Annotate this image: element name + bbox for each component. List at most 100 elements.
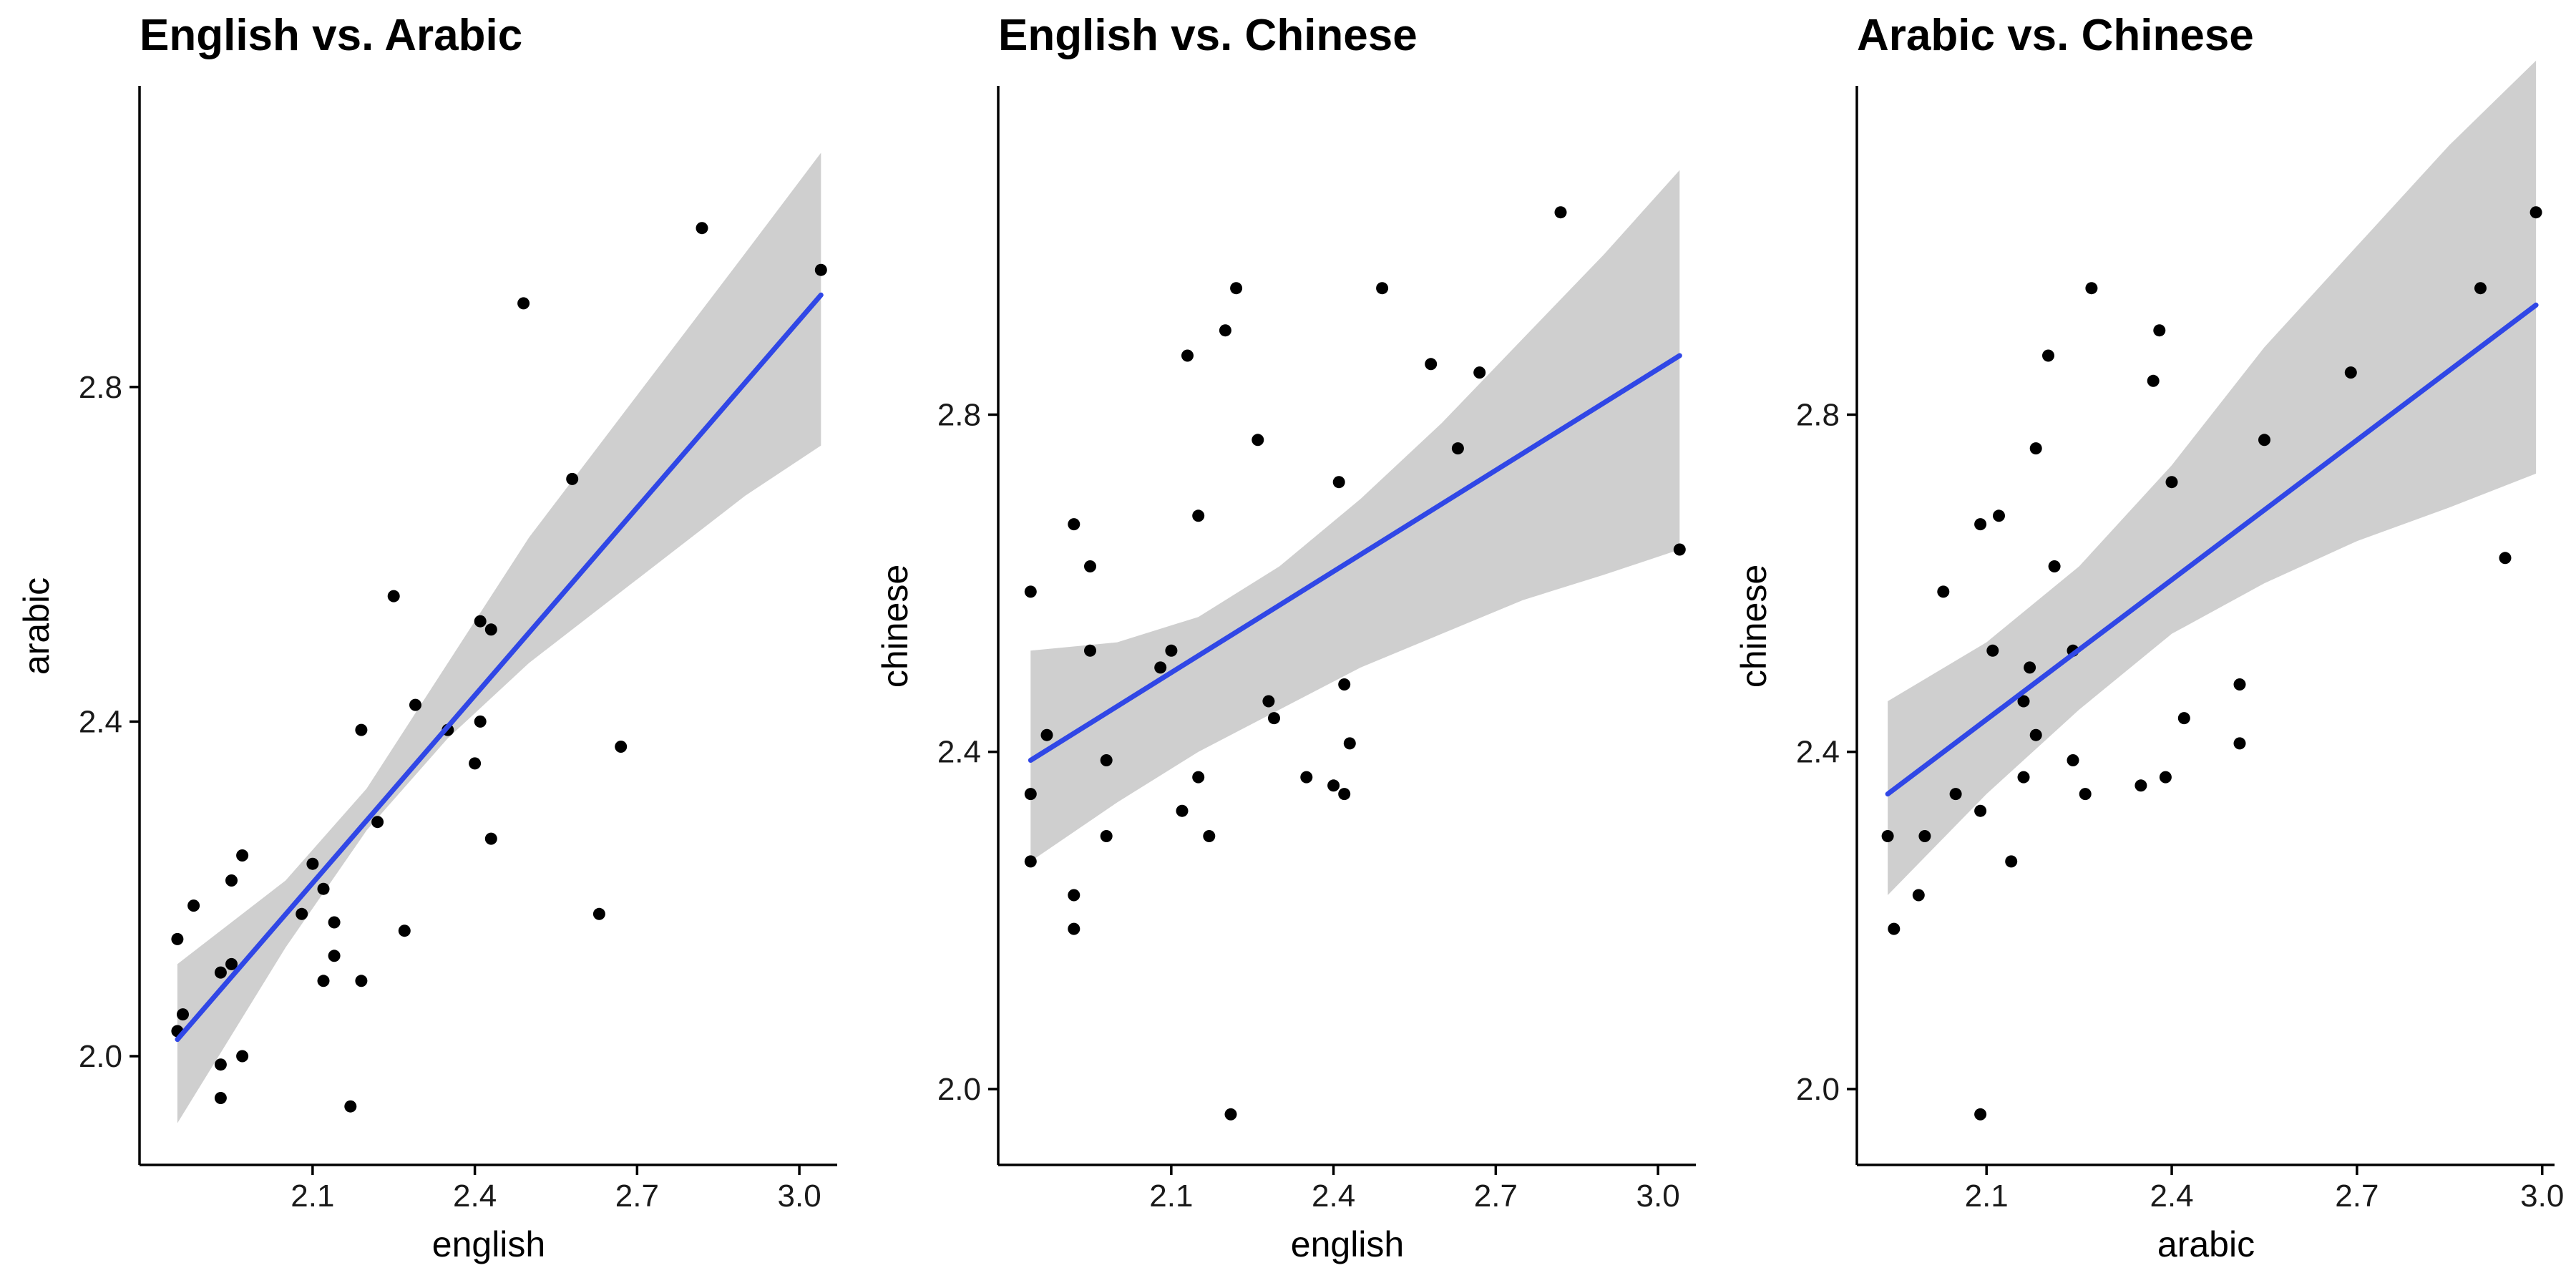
x-tick-label: 2.1 <box>1149 1179 1193 1214</box>
x-tick-label: 2.1 <box>1965 1179 2009 1214</box>
data-point <box>2048 560 2061 572</box>
data-point <box>1338 678 1351 691</box>
panel-title: English vs. Chinese <box>998 11 1418 60</box>
y-tick-label: 2.8 <box>79 370 122 405</box>
data-point <box>1219 324 1231 337</box>
y-tick-label: 2.4 <box>937 735 981 770</box>
data-point <box>371 816 384 829</box>
data-point <box>1300 771 1313 784</box>
data-point <box>1024 855 1037 868</box>
data-point <box>1912 889 1925 902</box>
y-tick-label: 2.8 <box>1796 397 1840 432</box>
x-tick-label: 2.1 <box>291 1179 334 1214</box>
data-point <box>317 975 330 987</box>
y-tick-label: 2.8 <box>937 397 981 432</box>
data-point <box>171 932 184 945</box>
confidence-band <box>1030 170 1680 862</box>
data-point <box>1473 366 1486 379</box>
data-point <box>1262 695 1275 708</box>
data-point <box>1024 585 1037 598</box>
x-tick-label: 2.4 <box>453 1179 497 1214</box>
data-point <box>2258 434 2270 447</box>
data-point <box>1554 206 1567 219</box>
data-point <box>1888 922 1901 935</box>
data-point <box>214 1092 227 1104</box>
data-point <box>1154 661 1167 674</box>
data-point <box>2017 695 2030 708</box>
data-point <box>1376 282 1389 295</box>
data-point <box>398 924 411 937</box>
data-point <box>517 297 530 310</box>
data-point <box>1100 830 1113 842</box>
data-point <box>1993 509 2005 522</box>
confidence-band <box>1888 60 2537 896</box>
data-point <box>1343 737 1356 750</box>
data-point <box>1338 788 1351 801</box>
data-point <box>1451 442 1464 455</box>
data-point <box>1068 889 1080 902</box>
confidence-band <box>177 152 821 1123</box>
y-tick-label: 2.0 <box>937 1072 981 1107</box>
data-point <box>214 966 227 979</box>
y-tick-label: 2.0 <box>1796 1072 1840 1107</box>
y-axis-title: arabic <box>16 577 57 675</box>
data-point <box>2147 374 2160 387</box>
data-point <box>1068 518 1080 531</box>
data-point <box>1881 830 1894 842</box>
panel-english-vs-chinese: English vs. Chinese 2.1 2.4 2.7 3.0 2.0 2.4 2.… <box>875 11 1696 1264</box>
data-point <box>2529 206 2542 219</box>
data-point <box>1224 1108 1237 1121</box>
data-point <box>469 757 482 770</box>
x-axis-title: english <box>432 1224 545 1264</box>
x-axis-title: english <box>1291 1224 1404 1264</box>
data-point <box>2029 442 2042 455</box>
data-point <box>484 832 497 845</box>
data-point <box>2177 712 2190 725</box>
data-point <box>592 907 605 920</box>
data-point <box>1068 922 1080 935</box>
data-point <box>1084 560 1096 572</box>
data-point <box>306 857 319 870</box>
data-point <box>2344 366 2357 379</box>
data-point <box>1252 434 1264 447</box>
data-point <box>1937 585 1950 598</box>
x-axis-title: arabic <box>2157 1224 2255 1264</box>
data-point <box>344 1100 357 1113</box>
data-point <box>1176 804 1189 817</box>
data-point <box>236 1050 249 1063</box>
data-point <box>2024 661 2036 674</box>
data-point <box>2165 476 2178 489</box>
data-point <box>474 615 487 628</box>
x-tick-label: 3.0 <box>1636 1179 1680 1214</box>
data-point <box>2029 728 2042 741</box>
data-point <box>1040 728 1053 741</box>
data-point <box>1425 358 1438 371</box>
data-point <box>1974 1108 1987 1121</box>
data-point <box>187 899 200 912</box>
data-point <box>615 741 628 753</box>
data-point <box>2233 737 2246 750</box>
x-tick-label: 2.7 <box>2335 1179 2379 1214</box>
data-point <box>1230 282 1243 295</box>
data-point <box>1192 771 1205 784</box>
data-point <box>355 975 368 987</box>
data-point <box>2017 771 2030 784</box>
data-point <box>2153 324 2166 337</box>
data-point <box>409 698 421 711</box>
data-point <box>1949 788 1962 801</box>
x-tick-label: 2.4 <box>2150 1179 2193 1214</box>
y-axis-title: chinese <box>875 565 915 688</box>
data-point <box>2474 282 2487 295</box>
data-point <box>1327 779 1340 792</box>
data-point <box>328 950 341 962</box>
data-point <box>296 907 308 920</box>
data-point <box>1673 543 1686 556</box>
data-point <box>1974 804 1987 817</box>
data-point <box>177 1008 189 1021</box>
data-point <box>2159 771 2172 784</box>
data-point <box>1986 644 1999 657</box>
x-tick-label: 2.7 <box>1474 1179 1518 1214</box>
data-point <box>2135 779 2147 792</box>
data-point <box>2085 282 2098 295</box>
